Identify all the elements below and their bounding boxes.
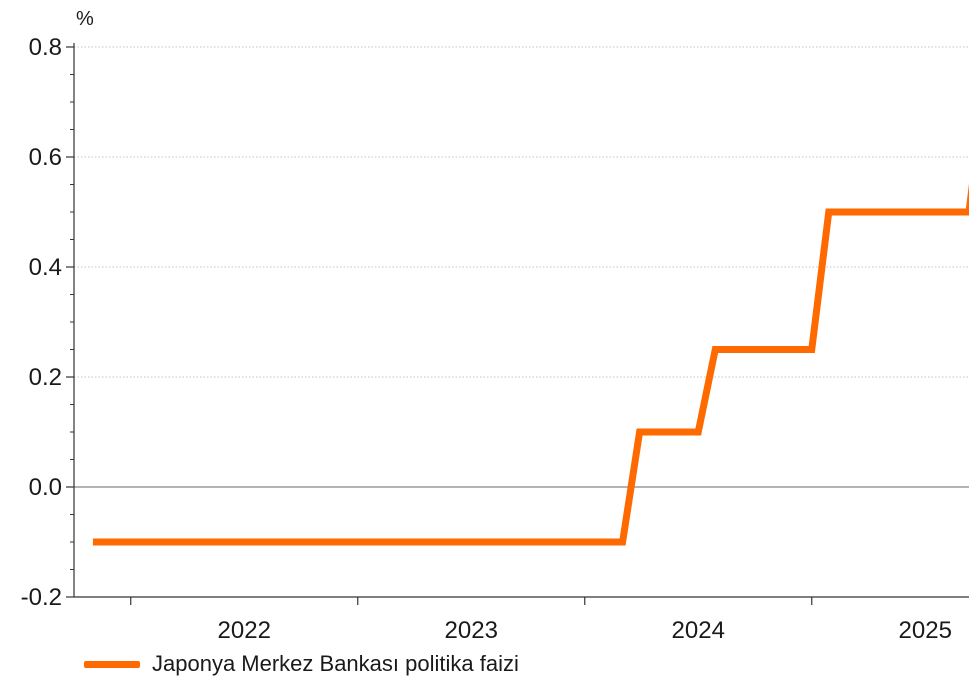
y-tick-label: 0.2 [29,364,62,391]
series-layer [92,71,969,546]
gridlines [74,46,969,488]
legend-label: Japonya Merkez Bankası politika faizi [152,651,519,676]
y-tick-label: 0.6 [29,144,62,171]
y-tick-label: 0.8 [29,34,62,61]
x-tick-label: 2023 [445,617,498,644]
x-tick-label: 2025 [899,617,952,644]
axes [66,43,969,605]
tick-labels: 0.8 0.6 0.4 0.2 0.0 -0.2% 2022 2023 2024 2025 [21,8,952,644]
y-tick-label: -0.2 [21,584,62,611]
legend: Japonya Merkez Bankası politika faizi [84,650,519,678]
x-tick-label: 2024 [672,617,725,644]
y-unit-label: % [76,8,94,30]
x-tick-label: 2022 [218,617,271,644]
y-tick-label: 0.4 [29,254,62,281]
legend-swatch [84,660,140,668]
series-line-policy-rate [92,71,969,546]
y-tick-label: 0.0 [29,474,62,501]
